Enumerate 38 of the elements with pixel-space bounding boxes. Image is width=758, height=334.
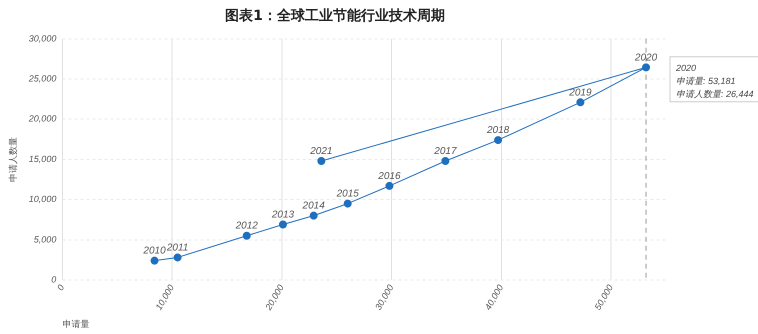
text: 申请人数量: 26,444 xyxy=(676,88,754,99)
point xyxy=(642,63,650,72)
point xyxy=(150,256,159,265)
x-axis-title: 申请量 xyxy=(62,319,90,330)
annotation: 2019 xyxy=(568,87,592,98)
point xyxy=(278,220,287,228)
y-tick-label: 0 xyxy=(51,274,56,284)
point xyxy=(242,232,251,240)
annotation: 2010 xyxy=(142,246,166,257)
annotation: 2020 xyxy=(634,52,658,64)
annotation: 2017 xyxy=(433,146,457,157)
text: 申请量: 53,181 xyxy=(676,76,736,86)
annotation: 2012 xyxy=(234,220,258,232)
y-tick-label: 15,000 xyxy=(28,154,56,164)
point xyxy=(174,253,182,262)
point xyxy=(441,156,450,165)
annotation: 2013 xyxy=(270,209,294,220)
annotation: 2014 xyxy=(302,200,326,212)
point xyxy=(494,136,502,144)
point xyxy=(344,200,352,208)
text: 2020 xyxy=(675,62,696,73)
chart-title: 图表1：全球工业节能行业技术周期 xyxy=(225,8,445,24)
annotation: 2011 xyxy=(166,242,188,254)
point xyxy=(317,156,326,165)
y-tick-label: 20,000 xyxy=(28,114,56,124)
x-tick-label: 0 xyxy=(55,282,66,292)
y-tick-label: 25,000 xyxy=(28,73,56,84)
point xyxy=(385,182,394,190)
y-axis-title: 申请人数量 xyxy=(8,136,18,182)
y-tick-label: 5,000 xyxy=(34,234,56,244)
y-tick-label: 30,000 xyxy=(28,33,56,44)
point xyxy=(310,212,318,220)
annotation: 2018 xyxy=(486,125,510,136)
y-tick-label: 10,000 xyxy=(28,194,56,204)
point xyxy=(576,98,584,106)
annotation: 2016 xyxy=(377,170,401,182)
annotation: 2021 xyxy=(309,146,332,157)
annotation: 2015 xyxy=(336,188,360,200)
